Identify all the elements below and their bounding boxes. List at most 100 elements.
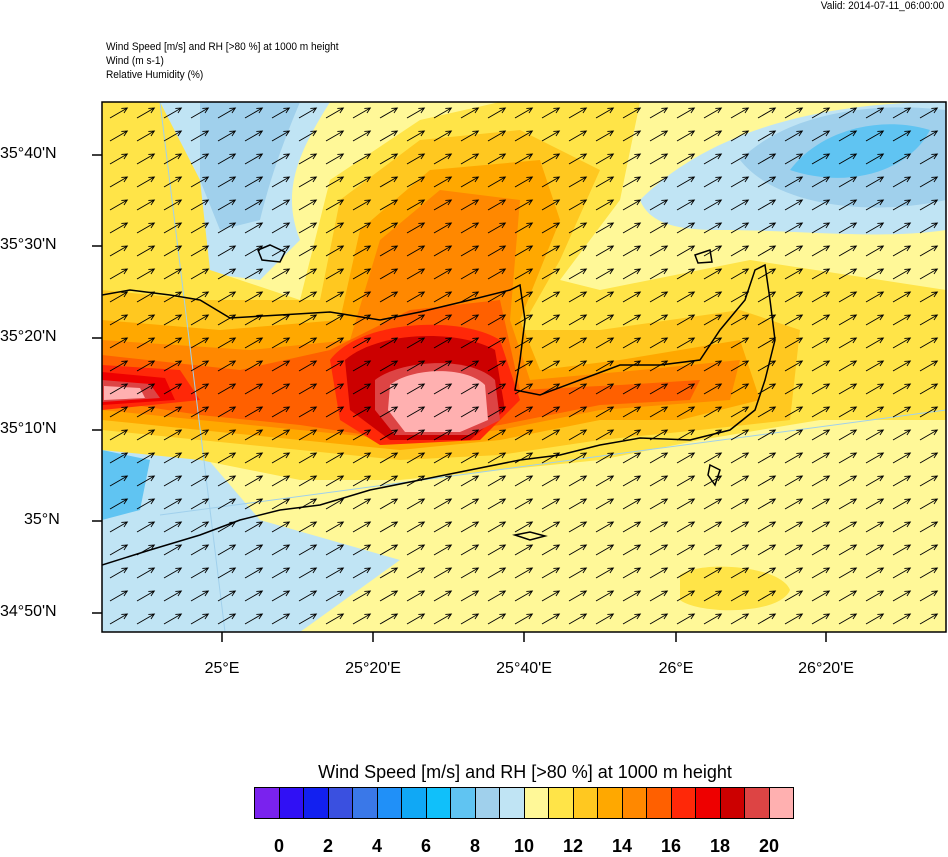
wind-arrow (649, 291, 669, 303)
wind-arrow (730, 337, 750, 349)
wind-arrow (784, 544, 804, 556)
wind-arrow (919, 291, 939, 303)
wind-arrow (190, 107, 210, 119)
wind-arrow (838, 199, 858, 211)
wind-arrow (649, 429, 669, 441)
wind-arrow (217, 613, 237, 625)
wind-arrow (838, 613, 858, 625)
wind-arrow (514, 406, 534, 418)
wind-arrow (568, 245, 588, 257)
wind-arrow (703, 176, 723, 188)
colorbar-tick-label: 2 (322, 836, 334, 856)
wind-arrow (325, 153, 345, 165)
wind-arrow (271, 544, 291, 556)
wind-arrow (190, 475, 210, 487)
wind-arrow (541, 314, 561, 326)
wind-arrow (271, 475, 291, 487)
wind-arrow (460, 153, 480, 165)
wind-arrow (757, 337, 777, 349)
wind-arrow (541, 544, 561, 556)
wind-arrow (919, 360, 939, 372)
wind-arrow (703, 153, 723, 165)
wind-arrow (244, 176, 264, 188)
wind-arrow (514, 452, 534, 464)
wind-arrow (136, 153, 156, 165)
wind-arrow (892, 314, 912, 326)
wind-arrow (568, 107, 588, 119)
wind-arrow (622, 567, 642, 579)
colorbar-tick-label: 14 (611, 836, 633, 856)
wind-arrow (676, 222, 696, 234)
wind-arrow (784, 314, 804, 326)
wind-arrow (703, 268, 723, 280)
wind-arrow (676, 153, 696, 165)
wind-arrow (163, 222, 183, 234)
colorbar-swatch (647, 788, 672, 818)
wind-arrow (271, 498, 291, 510)
colorbar-swatch (598, 788, 623, 818)
wind-arrow (217, 475, 237, 487)
wind-arrow (865, 245, 885, 257)
wind-arrow (919, 521, 939, 533)
colorbar-swatch (402, 788, 427, 818)
wind-arrow (379, 222, 399, 234)
wind-arrow (649, 383, 669, 395)
wind-arrow (109, 245, 129, 257)
wind-arrow (406, 314, 426, 326)
wind-arrow (433, 199, 453, 211)
wind-arrow (784, 429, 804, 441)
wind-arrow (379, 107, 399, 119)
wind-arrow (541, 176, 561, 188)
wind-arrow (676, 590, 696, 602)
wind-arrow (865, 521, 885, 533)
wind-arrow (136, 337, 156, 349)
wind-arrow (568, 544, 588, 556)
wind-arrow (244, 245, 264, 257)
wind-arrow (892, 222, 912, 234)
colorbar-swatch (353, 788, 378, 818)
wind-arrow (190, 544, 210, 556)
wind-arrow (730, 406, 750, 418)
wind-arrow (433, 521, 453, 533)
wind-arrow (109, 544, 129, 556)
wind-arrow (811, 383, 831, 395)
wind-arrow (757, 383, 777, 395)
wind-arrow (865, 567, 885, 579)
wind-arrow (325, 452, 345, 464)
wind-arrow (703, 130, 723, 142)
wind-arrow (703, 291, 723, 303)
wind-arrow (379, 567, 399, 579)
wind-arrow (676, 498, 696, 510)
wind-arrow (622, 222, 642, 234)
wind-arrow (217, 107, 237, 119)
wind-arrow (649, 521, 669, 533)
wind-arrow (352, 498, 372, 510)
colorbar-swatch (500, 788, 525, 818)
wind-arrow (919, 406, 939, 418)
wind-arrow (163, 429, 183, 441)
wind-arrow (244, 406, 264, 418)
wind-arrow (703, 521, 723, 533)
wind-arrow (190, 521, 210, 533)
wind-arrow (757, 613, 777, 625)
wind-arrow (514, 475, 534, 487)
wind-arrow (676, 383, 696, 395)
colorbar-tick-label: 12 (562, 836, 584, 856)
wind-arrow (379, 268, 399, 280)
wind-arrow (730, 130, 750, 142)
wind-arrow (892, 383, 912, 395)
wind-arrow (919, 245, 939, 257)
wind-arrow (487, 498, 507, 510)
wind-arrow (865, 383, 885, 395)
wind-arrow (163, 406, 183, 418)
colorbar-tick-label: 4 (371, 836, 383, 856)
wind-arrow (217, 521, 237, 533)
wind-arrow (622, 199, 642, 211)
wind-arrow (676, 291, 696, 303)
wind-arrow (460, 222, 480, 234)
wind-arrow (649, 337, 669, 349)
wind-arrow (757, 544, 777, 556)
wind-arrow (919, 567, 939, 579)
wind-arrow (217, 567, 237, 579)
wind-arrow (676, 406, 696, 418)
